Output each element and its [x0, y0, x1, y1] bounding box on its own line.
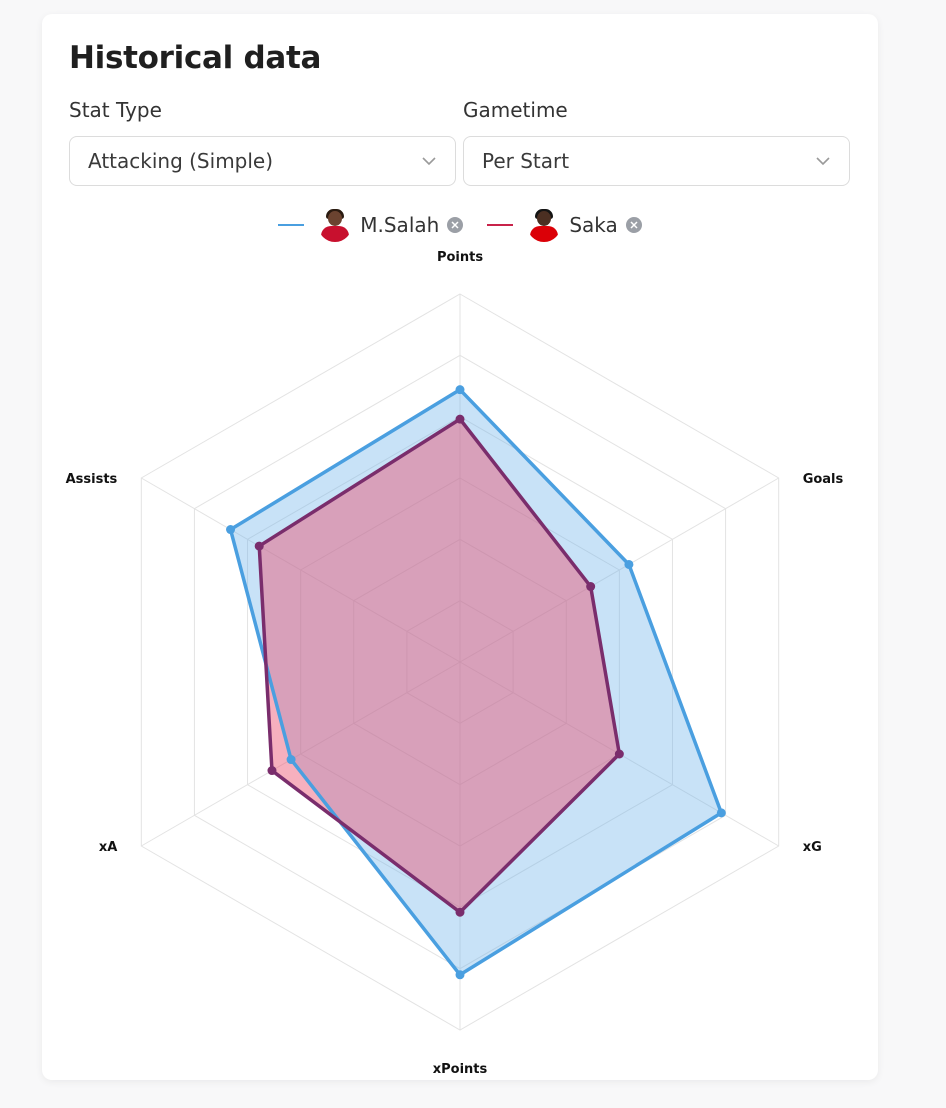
- gametime-label: Gametime: [463, 98, 568, 122]
- stat-type-label: Stat Type: [69, 98, 162, 122]
- gametime-select[interactable]: Per Start: [463, 136, 850, 186]
- radar-chart: Points Goals xG xPoints xA Assists: [66, 250, 844, 1077]
- remove-player-icon[interactable]: [447, 217, 464, 233]
- data-point: [267, 766, 277, 776]
- grid-spoke: [141, 661, 461, 847]
- stat-type-value: Attacking (Simple): [88, 149, 274, 173]
- legend-name-saka: Saka: [569, 213, 618, 237]
- grid-spoke: [141, 477, 461, 663]
- chart-legend: M.Salah Saka: [42, 208, 878, 242]
- series-area-1: [259, 419, 620, 913]
- data-point: [455, 970, 465, 980]
- data-point: [455, 414, 465, 424]
- gametime-value: Per Start: [482, 149, 570, 173]
- chevron-down-icon: [816, 157, 830, 166]
- data-point: [614, 749, 624, 759]
- remove-player-icon[interactable]: [625, 217, 642, 233]
- data-point: [586, 582, 596, 592]
- legend-item-saka: Saka: [487, 208, 642, 242]
- data-point: [226, 525, 236, 535]
- data-point: [716, 808, 726, 818]
- stat-type-select[interactable]: Attacking (Simple): [69, 136, 456, 186]
- legend-line-salah: [278, 224, 305, 226]
- legend-name-salah: M.Salah: [360, 213, 440, 237]
- player-photo-icon: [318, 208, 353, 242]
- data-point: [254, 541, 264, 551]
- player-photo-icon: [527, 208, 562, 242]
- axis-label: Points: [437, 250, 483, 265]
- data-point: [455, 385, 465, 395]
- axis-label: Assists: [66, 472, 118, 487]
- page-title: Historical data: [69, 40, 322, 76]
- data-point: [455, 907, 465, 917]
- series-area-0: [230, 389, 722, 975]
- legend-item-salah: M.Salah: [278, 208, 464, 242]
- axis-label: xA: [99, 840, 117, 855]
- legend-line-saka: [487, 224, 514, 226]
- data-point: [286, 755, 296, 765]
- data-point: [624, 559, 634, 569]
- chevron-down-icon: [422, 157, 436, 166]
- axis-label: xG: [803, 840, 822, 855]
- axis-label: xPoints: [433, 1062, 488, 1077]
- axis-label: Goals: [803, 472, 844, 487]
- grid-spoke: [459, 477, 779, 663]
- historical-data-card: Historical data Stat Type Gametime Attac…: [42, 14, 878, 1080]
